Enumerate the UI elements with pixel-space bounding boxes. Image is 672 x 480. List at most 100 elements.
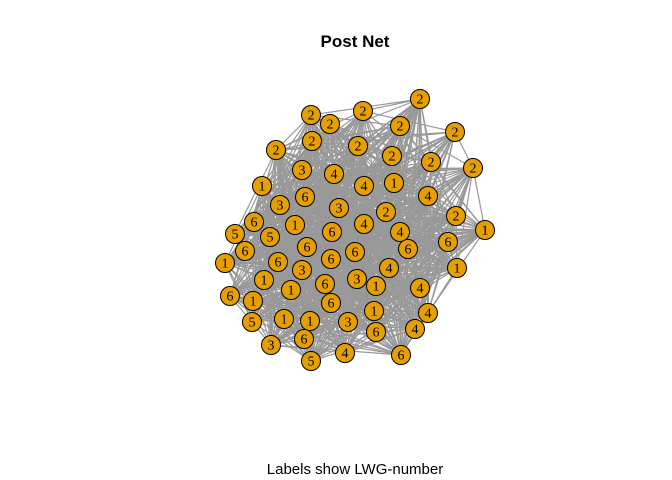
node [270,195,290,215]
edge [283,318,346,354]
node [354,176,374,196]
node-label: 3 [354,273,361,288]
edge [263,278,358,281]
edge [310,328,416,362]
node [321,249,341,269]
edge [275,110,364,151]
node [322,222,342,242]
node-label: 2 [273,144,280,159]
node-label: 1 [371,305,378,320]
node [463,158,483,178]
node [301,105,321,125]
node-label: 6 [328,297,335,312]
node-label: 5 [249,316,256,331]
node [321,293,341,313]
edge [294,215,457,226]
node [294,329,314,349]
node [418,303,438,323]
node-label: 1 [373,280,380,295]
node-label: 6 [302,191,309,206]
node-label: 1 [261,274,268,289]
edge [253,211,387,223]
node [405,319,425,339]
node [354,214,374,234]
node-label: 2 [383,206,390,221]
node [366,276,386,296]
node-label: 4 [386,262,393,277]
node [390,222,410,242]
node-label: 6 [275,256,282,271]
node [252,176,272,196]
node-label: 3 [277,199,284,214]
edge [362,110,456,133]
edge [251,321,402,356]
node [376,202,396,222]
node-label: 1 [292,219,299,234]
node-label: 2 [428,156,435,171]
node [364,301,384,321]
node-label: 1 [259,180,266,195]
node [390,116,410,136]
node-label: 2 [355,140,362,155]
node-label: 6 [398,349,405,364]
node-label: 3 [345,316,352,331]
edge [333,167,474,175]
node-label: 1 [250,295,257,310]
edge [229,258,332,297]
edge [301,145,359,171]
node-label: 4 [425,190,432,205]
node-label: 1 [391,177,398,192]
node-label: 1 [454,262,461,277]
node-label: 4 [397,226,404,241]
node [379,258,399,278]
node [254,270,274,290]
edge [224,262,326,285]
node [220,286,240,306]
node [260,227,280,247]
node [235,241,255,261]
node-label: 6 [227,290,234,305]
node [285,215,305,235]
node [243,291,263,311]
node-label: 2 [309,135,316,150]
node-label: 5 [267,231,274,246]
node [292,260,312,280]
edge [261,185,457,217]
node [345,242,365,262]
edge [306,241,449,248]
node-label: 2 [389,150,396,165]
node [366,322,386,342]
node-label: 2 [417,93,424,108]
node [347,269,367,289]
edge [303,331,377,340]
node [225,224,245,244]
node [302,131,322,151]
node-label: 3 [299,164,306,179]
node [384,173,404,193]
edge [261,114,312,187]
node-label: 4 [412,323,419,338]
node-label: 2 [327,118,334,133]
node [329,198,349,218]
node [295,187,315,207]
node-label: 6 [242,245,249,260]
node-label: 1 [281,313,288,328]
node-label: 5 [232,228,239,243]
node [320,114,340,134]
node [338,312,358,332]
node-label: 4 [361,218,368,233]
edge [294,211,387,226]
edge [430,161,486,231]
node [335,343,355,363]
node [261,335,281,355]
edge [393,182,486,231]
node [382,146,402,166]
edge [224,246,308,264]
node-label: 2 [470,162,477,177]
node-label: 6 [373,326,380,341]
node-label: 3 [336,202,343,217]
node-label: 3 [268,339,275,354]
edge [331,231,409,250]
